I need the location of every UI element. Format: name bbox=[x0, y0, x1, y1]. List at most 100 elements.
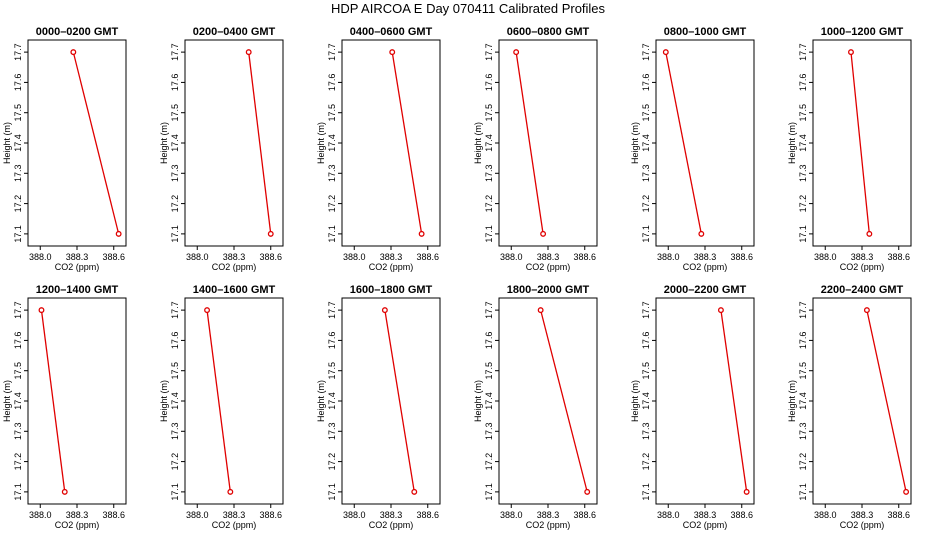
data-point bbox=[584, 488, 591, 495]
data-point bbox=[115, 230, 122, 237]
y-tick-label: 17.7 bbox=[484, 43, 494, 61]
y-tick-label: 17.1 bbox=[170, 483, 180, 501]
x-tick-label: 388.3 bbox=[851, 510, 874, 520]
x-axis-label: CO2 (ppm) bbox=[683, 262, 728, 272]
profile-line bbox=[720, 310, 748, 492]
x-tick-label: 388.0 bbox=[343, 252, 366, 262]
y-tick-label: 17.6 bbox=[170, 74, 180, 92]
panel-title: 0600–0800 GMT bbox=[507, 26, 590, 38]
data-point bbox=[513, 49, 520, 56]
x-tick-label: 388.0 bbox=[186, 252, 209, 262]
data-point bbox=[698, 230, 705, 237]
x-tick-label: 388.6 bbox=[259, 510, 282, 520]
profile-line bbox=[850, 52, 870, 234]
panel-2: 0200–0400 GMT 17.1 17.2 17.3 17.4 17.5 17.6 17.… bbox=[159, 26, 284, 272]
plot-frame bbox=[341, 39, 441, 247]
x-axis-label: CO2 (ppm) bbox=[212, 262, 257, 272]
y-tick-label: 17.2 bbox=[327, 195, 337, 213]
panel-10: 1800–2000 GMT 17.1 17.2 17.3 17.4 17.5 17.6 17.… bbox=[473, 284, 598, 530]
y-tick-label: 17.5 bbox=[13, 362, 23, 380]
x-axis-label: CO2 (ppm) bbox=[683, 520, 728, 530]
y-tick-label: 17.4 bbox=[641, 134, 651, 152]
y-tick-label: 17.4 bbox=[170, 392, 180, 410]
panel-9: 1600–1800 GMT 17.1 17.2 17.3 17.4 17.5 17.6 17.… bbox=[316, 284, 441, 530]
data-point bbox=[743, 488, 750, 495]
y-tick-label: 17.2 bbox=[13, 453, 23, 471]
data-point bbox=[418, 230, 425, 237]
data-point bbox=[245, 49, 252, 56]
data-point bbox=[411, 488, 418, 495]
y-tick-label: 17.6 bbox=[641, 332, 651, 350]
y-tick-label: 17.5 bbox=[170, 362, 180, 380]
x-tick-label: 388.6 bbox=[416, 252, 439, 262]
y-tick-label: 17.3 bbox=[13, 165, 23, 183]
x-tick-label: 388.6 bbox=[730, 510, 753, 520]
y-tick-label: 17.3 bbox=[641, 423, 651, 441]
x-tick-label: 388.6 bbox=[102, 252, 125, 262]
y-tick-label: 17.4 bbox=[327, 392, 337, 410]
x-axis-label: CO2 (ppm) bbox=[840, 520, 885, 530]
y-tick-label: 17.7 bbox=[641, 43, 651, 61]
plot-frame bbox=[27, 297, 127, 505]
data-point bbox=[38, 307, 45, 314]
plot-frame bbox=[184, 297, 284, 505]
x-tick-label: 388.0 bbox=[500, 252, 523, 262]
x-tick-label: 388.0 bbox=[29, 252, 52, 262]
x-axis-label: CO2 (ppm) bbox=[55, 520, 100, 530]
x-tick-label: 388.3 bbox=[380, 510, 403, 520]
y-axis-label: Height (m) bbox=[316, 380, 326, 422]
panel-title: 1600–1800 GMT bbox=[350, 284, 433, 296]
y-axis-label: Height (m) bbox=[473, 380, 483, 422]
panel-4: 0600–0800 GMT 17.1 17.2 17.3 17.4 17.5 17.6 17.… bbox=[473, 26, 598, 272]
y-axis-label: Height (m) bbox=[630, 380, 640, 422]
y-tick-label: 17.5 bbox=[327, 362, 337, 380]
data-point bbox=[848, 49, 854, 56]
x-tick-label: 388.6 bbox=[730, 252, 753, 262]
data-point bbox=[267, 230, 274, 237]
data-point bbox=[863, 307, 870, 314]
y-tick-label: 17.4 bbox=[484, 392, 494, 410]
y-tick-label: 17.7 bbox=[798, 301, 808, 319]
y-tick-label: 17.2 bbox=[484, 195, 494, 213]
x-tick-label: 388.3 bbox=[380, 252, 403, 262]
y-tick-label: 17.2 bbox=[13, 195, 23, 213]
x-tick-label: 388.3 bbox=[694, 510, 717, 520]
panel-3: 0400–0600 GMT 17.1 17.2 17.3 17.4 17.5 17.6 17.… bbox=[316, 26, 441, 272]
y-tick-label: 17.7 bbox=[13, 43, 23, 61]
data-point bbox=[227, 488, 234, 495]
y-tick-label: 17.2 bbox=[798, 195, 808, 213]
x-axis-label: CO2 (ppm) bbox=[55, 262, 100, 272]
y-tick-label: 17.7 bbox=[327, 43, 337, 61]
y-axis-label: Height (m) bbox=[787, 122, 797, 164]
y-tick-label: 17.6 bbox=[13, 332, 23, 350]
x-tick-label: 388.6 bbox=[102, 510, 125, 520]
panel-12: 2200–2400 GMT 17.1 17.2 17.3 17.4 17.5 17.6 17.… bbox=[787, 284, 912, 530]
x-tick-label: 388.6 bbox=[887, 252, 910, 262]
plot-frame bbox=[341, 297, 441, 505]
x-axis-label: CO2 (ppm) bbox=[369, 262, 414, 272]
panel-title: 2200–2400 GMT bbox=[821, 284, 904, 296]
y-tick-label: 17.5 bbox=[327, 104, 337, 122]
profile-line bbox=[391, 52, 423, 234]
y-tick-label: 17.2 bbox=[327, 453, 337, 471]
x-tick-label: 388.0 bbox=[29, 510, 52, 520]
panel-1: 0000–0200 GMT 17.1 17.2 17.3 17.4 17.5 17.6 17.… bbox=[2, 26, 127, 272]
panel-7: 1200–1400 GMT 17.1 17.2 17.3 17.4 17.5 17.6 17.… bbox=[2, 284, 127, 530]
y-tick-label: 17.6 bbox=[484, 74, 494, 92]
panel-5: 0800–1000 GMT 17.1 17.2 17.3 17.4 17.5 17.6 17.… bbox=[630, 26, 755, 272]
y-tick-label: 17.3 bbox=[484, 423, 494, 441]
y-tick-label: 17.6 bbox=[170, 332, 180, 350]
data-point bbox=[537, 307, 544, 314]
y-tick-label: 17.5 bbox=[13, 104, 23, 122]
data-point bbox=[866, 230, 873, 237]
y-axis-label: Height (m) bbox=[787, 380, 797, 422]
x-tick-label: 388.3 bbox=[66, 510, 89, 520]
y-tick-label: 17.6 bbox=[641, 74, 651, 92]
x-axis-label: CO2 (ppm) bbox=[526, 262, 571, 272]
y-tick-label: 17.3 bbox=[798, 423, 808, 441]
data-point bbox=[389, 49, 396, 56]
panel-title: 2000–2200 GMT bbox=[664, 284, 747, 296]
panel-title: 1400–1600 GMT bbox=[193, 284, 276, 296]
x-axis-label: CO2 (ppm) bbox=[840, 262, 885, 272]
